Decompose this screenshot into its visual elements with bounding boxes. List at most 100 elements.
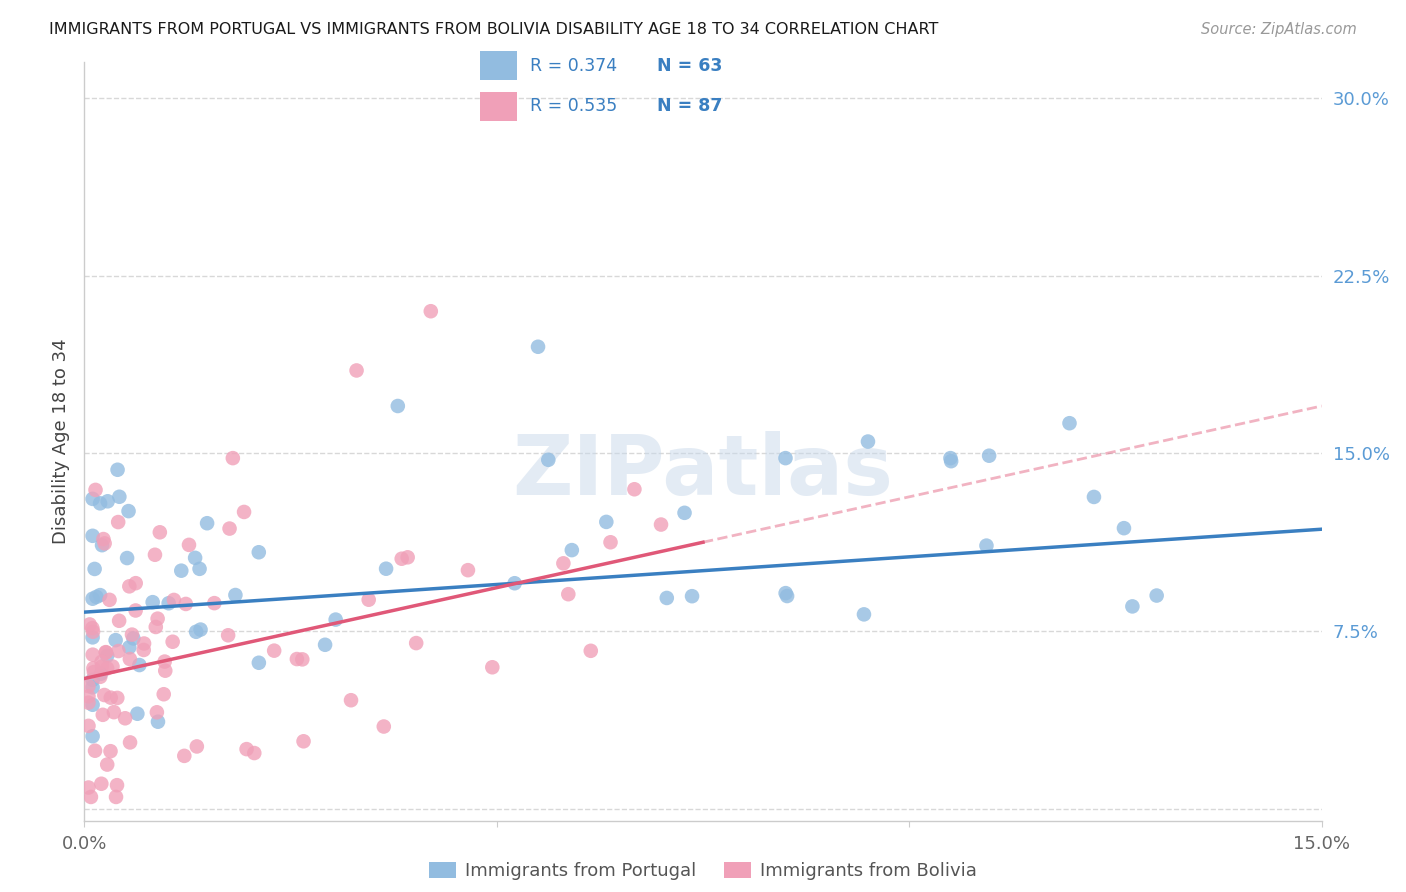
Point	[224, 588, 246, 602]
Point	[939, 451, 962, 466]
Point	[595, 515, 617, 529]
Point	[775, 451, 797, 466]
Point	[82, 491, 104, 506]
Point	[77, 719, 100, 733]
Point	[83, 562, 105, 576]
Point	[98, 592, 121, 607]
Point	[579, 644, 602, 658]
Point	[375, 562, 398, 576]
Point	[82, 673, 104, 687]
Point	[146, 612, 169, 626]
Point	[117, 504, 139, 518]
Point	[561, 543, 583, 558]
Point	[153, 655, 176, 669]
Point	[84, 483, 107, 497]
Point	[325, 613, 347, 627]
Point	[939, 454, 962, 468]
Point	[90, 655, 112, 669]
Point	[162, 634, 184, 648]
Point	[155, 664, 177, 678]
Point	[976, 539, 998, 553]
Point	[94, 645, 117, 659]
Point	[503, 576, 526, 591]
Point	[387, 399, 409, 413]
Point	[124, 603, 146, 617]
Point	[391, 551, 413, 566]
Point	[222, 451, 245, 466]
Point	[419, 304, 441, 318]
Point	[1083, 490, 1105, 504]
Bar	[481, 52, 517, 80]
Point	[93, 532, 115, 546]
Point	[145, 620, 167, 634]
Point	[107, 644, 129, 658]
Point	[122, 632, 145, 646]
Point	[173, 748, 195, 763]
Point	[82, 591, 104, 606]
Point	[346, 363, 368, 377]
Text: R = 0.535: R = 0.535	[530, 97, 617, 115]
Point	[90, 666, 112, 681]
Text: ZIPatlas: ZIPatlas	[513, 432, 893, 512]
Point	[80, 789, 103, 804]
Point	[82, 631, 104, 645]
Point	[357, 592, 380, 607]
Point	[118, 652, 141, 666]
Point	[101, 659, 124, 673]
Point	[285, 652, 308, 666]
Point	[121, 627, 143, 641]
Point	[118, 579, 141, 593]
Point	[599, 535, 621, 549]
Point	[233, 505, 256, 519]
Point	[152, 687, 174, 701]
Point	[91, 538, 114, 552]
Point	[856, 434, 879, 449]
Point	[405, 636, 427, 650]
Point	[340, 693, 363, 707]
Point	[143, 548, 166, 562]
Point	[146, 706, 169, 720]
Point	[681, 589, 703, 603]
Point	[673, 506, 696, 520]
Y-axis label: Disability Age 18 to 34: Disability Age 18 to 34	[52, 339, 70, 544]
Text: N = 63: N = 63	[657, 57, 721, 75]
Point	[170, 564, 193, 578]
Point	[82, 729, 104, 743]
Point	[82, 624, 104, 639]
Point	[184, 550, 207, 565]
Point	[247, 545, 270, 559]
Point	[96, 648, 118, 663]
Point	[537, 452, 560, 467]
Point	[1146, 589, 1168, 603]
Point	[263, 643, 285, 657]
Point	[91, 707, 114, 722]
Point	[82, 680, 104, 694]
Point	[1112, 521, 1135, 535]
Point	[243, 746, 266, 760]
Point	[650, 517, 672, 532]
Point	[105, 778, 128, 792]
Point	[89, 588, 111, 602]
Point	[190, 623, 212, 637]
Text: IMMIGRANTS FROM PORTUGAL VS IMMIGRANTS FROM BOLIVIA DISABILITY AGE 18 TO 34 CORR: IMMIGRANTS FROM PORTUGAL VS IMMIGRANTS F…	[49, 22, 939, 37]
Point	[97, 494, 120, 508]
Point	[127, 706, 149, 721]
Point	[107, 463, 129, 477]
Point	[481, 660, 503, 674]
Point	[396, 550, 419, 565]
Point	[77, 780, 100, 795]
Text: N = 87: N = 87	[657, 97, 721, 115]
Point	[118, 640, 141, 655]
Point	[82, 698, 104, 712]
Point	[1059, 416, 1081, 430]
Point	[557, 587, 579, 601]
Point	[108, 614, 131, 628]
Point	[89, 496, 111, 510]
Point	[96, 757, 118, 772]
Point	[128, 658, 150, 673]
Text: Source: ZipAtlas.com: Source: ZipAtlas.com	[1201, 22, 1357, 37]
Point	[177, 538, 200, 552]
Point	[105, 789, 128, 804]
Point	[79, 617, 101, 632]
Point	[527, 340, 550, 354]
